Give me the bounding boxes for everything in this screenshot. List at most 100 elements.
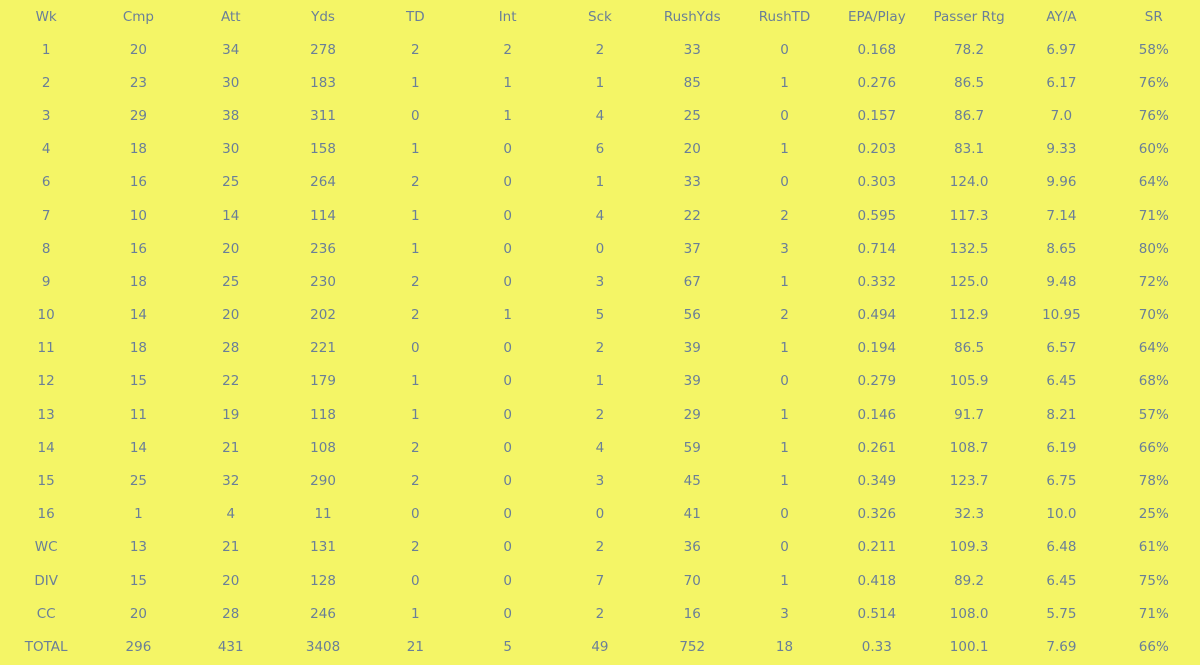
table-cell: 10 xyxy=(129,207,148,224)
table-cell: CC xyxy=(36,605,56,622)
table-cell: 109.3 xyxy=(949,539,989,556)
table-cell: 6 xyxy=(41,174,51,191)
table-cell: DIV xyxy=(34,572,58,589)
table-cell: 125.0 xyxy=(949,273,989,290)
table-cell: 0 xyxy=(503,473,512,490)
table-cell: 183 xyxy=(310,74,336,91)
table-cell: 158 xyxy=(310,141,336,158)
table-cell: 20 xyxy=(129,605,148,622)
table-cell: 20 xyxy=(222,307,240,324)
table-cell: 0.33 xyxy=(861,638,892,655)
table-cell: 3 xyxy=(595,273,605,290)
table-cell: 18 xyxy=(129,141,148,158)
table-cell: 100.1 xyxy=(949,638,989,655)
table-cell: 7.69 xyxy=(1046,638,1077,655)
table-cell: 1 xyxy=(411,373,420,390)
table-cell: 1 xyxy=(780,406,789,423)
table-cell: 5 xyxy=(595,307,605,324)
table-cell: 124.0 xyxy=(949,174,989,191)
table-cell: 66% xyxy=(1138,439,1169,456)
table-row: DIV 15 20 128 0 0 7 70 1 0.418 89.2 6.45 75% xyxy=(0,564,1200,597)
table-cell: 112.9 xyxy=(949,307,989,324)
table-cell: 14 xyxy=(129,307,148,324)
table-cell: 10 xyxy=(37,307,55,324)
table-cell: 80% xyxy=(1138,240,1169,257)
table-cell: 105.9 xyxy=(949,373,989,390)
table-cell: 0 xyxy=(503,141,512,158)
table-cell: 41 xyxy=(683,506,701,523)
table-cell: 45 xyxy=(683,473,701,490)
table-cell: 76% xyxy=(1138,107,1169,124)
column-header: RushYds xyxy=(663,8,721,25)
table-body: 1 20 34 278 2 2 2 33 0 0.168 78.2 6.97 58% 2 23 30 183 1 1… xyxy=(0,33,1200,664)
table-cell: 2 xyxy=(595,406,605,423)
table-cell: 12 xyxy=(37,373,55,390)
table-cell: 14 xyxy=(129,439,148,456)
table-cell: 20 xyxy=(222,240,240,257)
table-cell: 9.96 xyxy=(1046,174,1077,191)
table-cell: 278 xyxy=(310,41,336,58)
table-cell: 0.303 xyxy=(857,174,897,191)
table-cell: 9.33 xyxy=(1046,141,1077,158)
column-header: AY/A xyxy=(1046,8,1077,25)
table-cell: 25 xyxy=(683,107,701,124)
table-cell: 30 xyxy=(222,141,240,158)
table-cell: 108 xyxy=(310,439,336,456)
table-cell: 2 xyxy=(595,539,605,556)
table-cell: 0 xyxy=(503,506,512,523)
table-cell: 8.65 xyxy=(1046,240,1077,257)
table-cell: 21 xyxy=(406,638,424,655)
table-cell: 56 xyxy=(683,307,701,324)
table-cell: 1 xyxy=(595,74,605,91)
table-cell: 66% xyxy=(1138,638,1169,655)
table-cell: 0.203 xyxy=(857,141,897,158)
table-cell: 76% xyxy=(1138,74,1169,91)
table-row: 3 29 38 311 0 1 4 25 0 0.157 86.7 7.0 76% xyxy=(0,99,1200,132)
table-cell: 0 xyxy=(503,539,512,556)
table-cell: 431 xyxy=(217,638,244,655)
table-cell: 2 xyxy=(411,539,420,556)
table-cell: 16 xyxy=(683,605,701,622)
table-row: 11 18 28 221 0 0 2 39 1 0.194 86.5 6.57 64% xyxy=(0,332,1200,365)
table-cell: 2 xyxy=(780,207,789,224)
table-cell: 28 xyxy=(222,340,240,357)
table-cell: 15 xyxy=(37,473,55,490)
table-cell: 23 xyxy=(129,74,148,91)
table-cell: 72% xyxy=(1138,273,1169,290)
table-cell: 4 xyxy=(595,207,605,224)
table-cell: 7 xyxy=(41,207,51,224)
table-cell: 5 xyxy=(503,638,512,655)
table-cell: 0 xyxy=(503,373,512,390)
table-cell: 0.494 xyxy=(857,307,897,324)
table-cell: 29 xyxy=(129,107,148,124)
table-cell: 246 xyxy=(310,605,336,622)
column-header: Yds xyxy=(311,8,335,25)
table-cell: 0 xyxy=(503,340,512,357)
table-cell: 32 xyxy=(222,473,240,490)
table-row: 7 10 14 114 1 0 4 22 2 0.595 117.3 7.14 71% xyxy=(0,199,1200,232)
table-cell: 60% xyxy=(1138,141,1169,158)
table-cell: 15 xyxy=(129,373,148,390)
table-cell: 19 xyxy=(222,406,240,423)
table-cell: 6.97 xyxy=(1046,41,1077,58)
table-cell: 22 xyxy=(222,373,240,390)
table-cell: 2 xyxy=(411,174,420,191)
table-cell: 16 xyxy=(129,174,148,191)
table-cell: 30 xyxy=(222,74,240,91)
table-cell: 221 xyxy=(310,340,336,357)
table-row: 1 20 34 278 2 2 2 33 0 0.168 78.2 6.97 58% xyxy=(0,33,1200,66)
table-cell: 0 xyxy=(503,439,512,456)
table-cell: 0.168 xyxy=(857,41,897,58)
table-cell: 6.45 xyxy=(1046,572,1077,589)
table-cell: 70 xyxy=(683,572,701,589)
column-header: Att xyxy=(220,8,241,25)
table-cell: 64% xyxy=(1138,174,1169,191)
table-cell: 0 xyxy=(595,240,605,257)
table-cell: 0 xyxy=(780,539,789,556)
table-cell: 21 xyxy=(222,539,240,556)
table-cell: 0 xyxy=(411,572,420,589)
table-cell: 32.3 xyxy=(954,506,985,523)
table-cell: 3 xyxy=(41,107,51,124)
table-cell: 236 xyxy=(310,240,336,257)
table-cell: 0 xyxy=(780,506,789,523)
